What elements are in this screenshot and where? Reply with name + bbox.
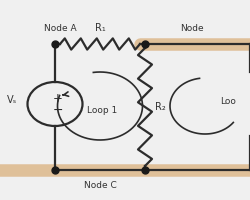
Text: Loop 1: Loop 1 (88, 106, 118, 114)
Text: Node C: Node C (84, 181, 116, 190)
Text: −: − (52, 104, 63, 116)
Text: Loo: Loo (220, 98, 236, 106)
Text: Vₛ: Vₛ (7, 95, 18, 105)
Text: +: + (52, 92, 62, 106)
Text: Node: Node (180, 24, 204, 33)
Text: R₁: R₁ (94, 23, 105, 33)
Text: Node A: Node A (44, 24, 76, 33)
Text: R₂: R₂ (155, 102, 166, 112)
